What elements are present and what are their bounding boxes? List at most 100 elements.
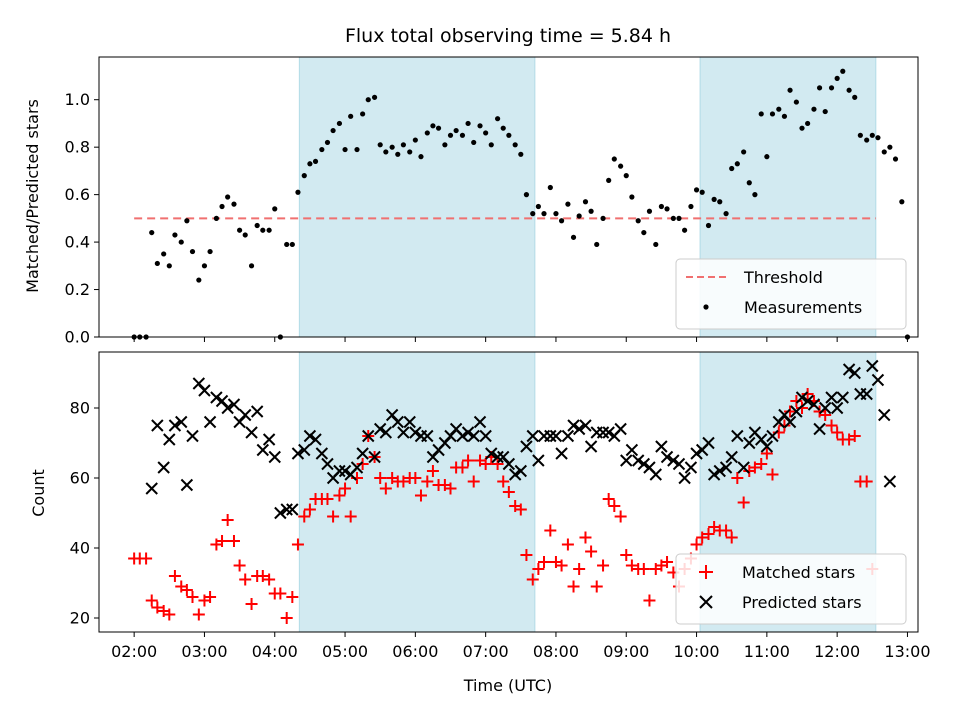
measurement-point-49 [418,154,424,160]
matched-star-point-83 [614,510,627,523]
measurement-point-107 [758,111,764,117]
predicted-star-point-123 [866,359,879,373]
predicted-star-point-86 [649,468,662,481]
predicted-star-point-65 [526,429,539,443]
matched-star-point-120 [831,426,844,439]
measurement-point-44 [389,144,395,150]
measurement-point-97 [699,189,705,195]
measurement-point-68 [530,211,536,217]
matched-star-point-67 [520,549,533,561]
measurement-point-9 [184,218,190,224]
measurement-point-128 [881,149,887,155]
predicted-star-point-109 [783,415,797,429]
predicted-star-point-95 [702,436,715,450]
matched-star-point-87 [637,563,650,575]
top-y-axis-label: Matched/Predicted stars [23,99,42,293]
predicted-star-point-21 [268,450,281,464]
top-y-tick-label-4: 0.8 [65,138,90,157]
matched-star-point-7 [168,570,181,582]
predicted-star-point-23 [280,503,293,516]
matched-star-point-9 [180,584,193,596]
measurement-point-119 [828,85,835,91]
measurement-point-127 [875,135,881,141]
predicted-stars-series [145,359,897,520]
predicted-star-point-105 [760,440,774,453]
predicted-star-point-72 [567,419,580,432]
predicted-star-point-91 [678,471,691,485]
measurement-point-83 [618,163,624,169]
bottom-x-tick-label-9: 11:00 [744,642,790,661]
matched-star-point-48 [409,472,422,484]
matched-star-point-35 [333,489,346,502]
measurement-point-93 [676,215,682,221]
matched-star-point-98 [702,528,715,540]
measurement-point-60 [483,130,489,136]
matched-star-point-109 [766,468,779,481]
predicted-star-point-13 [221,401,234,415]
matched-star-point-51 [426,465,439,477]
top-shaded-region-0 [298,56,536,338]
matched-star-point-60 [479,458,492,470]
measurement-point-117 [816,85,823,91]
predicted-star-point-57 [479,429,492,443]
measurement-point-20 [248,263,255,269]
measurement-point-122 [846,87,852,93]
top-axes-frame [98,56,919,338]
matched-star-point-118 [819,409,832,421]
predicted-star-point-53 [456,429,469,443]
bottom-axes-frame [98,351,919,633]
predicted-star-point-89 [667,454,680,467]
measurement-point-125 [864,137,870,143]
bottom-x-tick-label-6: 08:00 [533,642,579,661]
predicted-star-point-27 [303,429,317,443]
predicted-star-point-125 [878,408,891,422]
measurement-point-46 [400,142,407,148]
matched-star-point-96 [690,538,703,551]
predicted-star-point-4 [168,419,182,432]
measurement-point-63 [500,125,506,131]
matched-star-point-50 [421,475,434,488]
measurement-point-39 [360,111,366,117]
measurement-point-80 [600,215,606,221]
measurement-point-12 [201,263,208,269]
measurement-point-121 [840,68,846,74]
matched-star-point-25 [274,587,287,600]
bottom-x-tick-label-1: 03:00 [181,642,227,661]
matched-star-point-30 [303,503,316,516]
predicted-star-point-112 [801,394,814,408]
measurement-point-41 [371,94,378,100]
matched-star-point-57 [462,454,475,467]
predicted-star-point-9 [198,384,211,397]
top-legend-box [675,258,907,330]
measurement-point-102 [729,165,735,172]
measurement-point-95 [688,203,694,210]
matched-star-point-10 [186,591,199,603]
predicted-star-point-96 [707,468,721,481]
predicted-star-point-19 [256,443,270,457]
matched-star-point-79 [590,580,603,593]
measurement-point-36 [342,146,348,153]
bottom-y-axis-label: Count [29,469,48,517]
predicted-star-point-26 [298,443,311,457]
matched-star-point-104 [737,496,750,509]
predicted-star-point-18 [250,405,264,418]
predicted-star-point-62 [508,468,522,481]
legend-predicted-marker [699,595,713,609]
bottom-x-tick-label-2: 04:00 [252,642,298,661]
bottom-x-tick-label-7: 09:00 [603,642,649,661]
predicted-star-point-69 [549,429,563,443]
matched-star-point-101 [720,524,733,537]
predicted-star-point-44 [403,415,416,429]
measurement-point-71 [547,184,553,191]
measurement-point-34 [330,127,336,134]
predicted-star-point-111 [795,391,809,404]
matched-star-point-125 [860,475,873,488]
predicted-star-point-83 [631,454,645,467]
measurement-point-5 [161,251,167,257]
predicted-star-point-97 [713,464,726,478]
top-y-tick-label-5: 1.0 [65,90,90,109]
predicted-star-point-116 [825,391,838,404]
measurement-point-86 [635,218,641,224]
measurement-point-42 [377,142,383,148]
measurement-point-26 [284,241,290,248]
